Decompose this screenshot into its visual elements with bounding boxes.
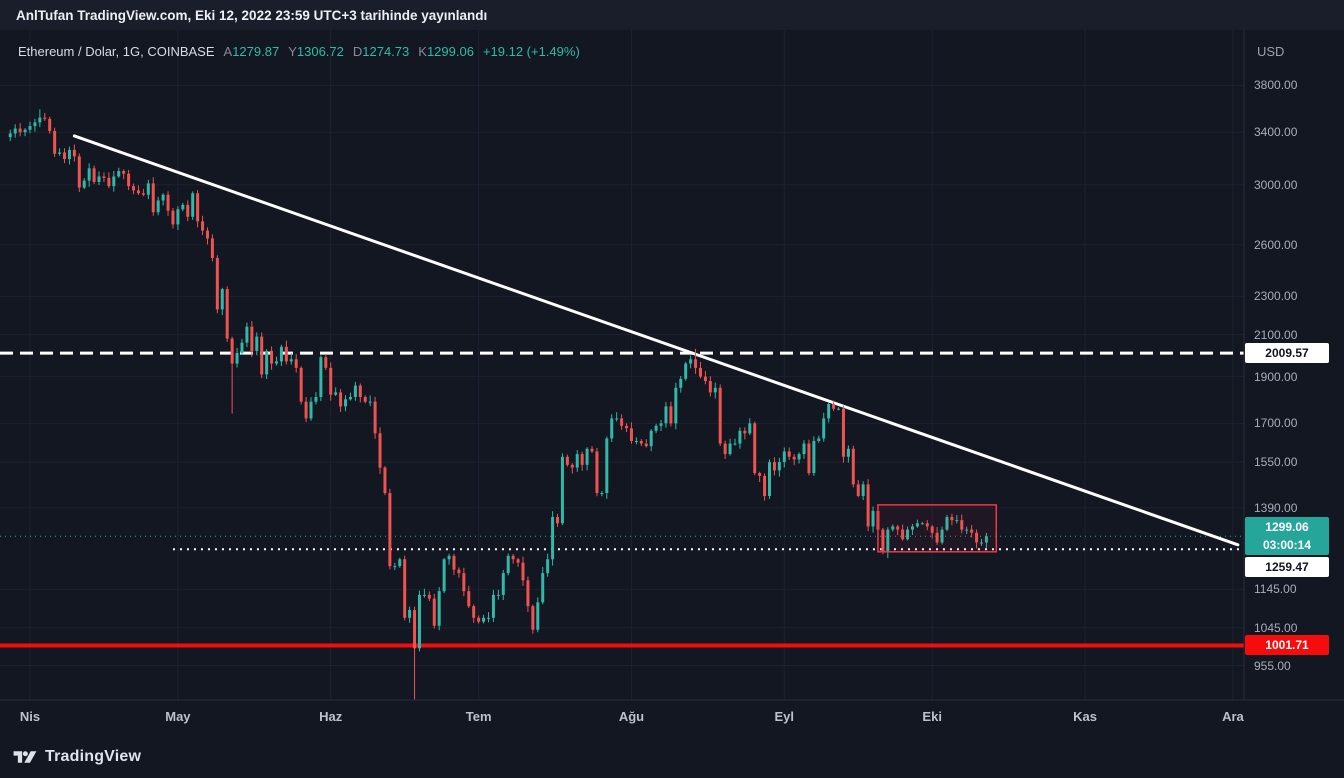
candles bbox=[8, 109, 988, 700]
price-tick-label: 2100.00 bbox=[1254, 327, 1298, 342]
recent-low-badge: 1259.47 bbox=[1245, 557, 1329, 578]
time-axis-month-label: Haz bbox=[319, 709, 343, 724]
support-price-badge: 1001.71 bbox=[1245, 635, 1329, 656]
symbol-title: Ethereum / Dolar, 1G, COINBASE bbox=[18, 44, 215, 59]
axis-currency-label: USD bbox=[1257, 44, 1285, 59]
tradingview-logo-icon bbox=[12, 747, 38, 767]
high-value: 1306.72 bbox=[296, 44, 344, 59]
time-axis[interactable]: Nis May Haz Tem Ağu Eyl Eki Kas Ara bbox=[0, 700, 1344, 738]
price-tick-label: 1550.00 bbox=[1254, 455, 1298, 470]
price-tick-label: 2300.00 bbox=[1254, 289, 1298, 304]
time-axis-month-label: Eki bbox=[922, 709, 942, 724]
low-value: 1274.73 bbox=[362, 44, 410, 59]
price-tick-label: 1700.00 bbox=[1254, 416, 1298, 431]
price-tick-label: 2600.00 bbox=[1254, 237, 1298, 252]
descending-trendline[interactable] bbox=[72, 134, 1240, 547]
publish-banner: AnlTufan TradingView.com, Eki 12, 2022 2… bbox=[0, 0, 1344, 30]
low-label: D bbox=[352, 44, 363, 59]
time-axis-month-label: Ağu bbox=[618, 709, 645, 724]
time-axis-month-label: Eyl bbox=[774, 709, 795, 724]
symbol-legend[interactable]: Ethereum / Dolar, 1G, COINBASE A 1279.87 … bbox=[18, 44, 580, 59]
open-label: A bbox=[223, 44, 233, 59]
close-value: 1299.06 bbox=[426, 44, 474, 59]
price-tick-label: 3800.00 bbox=[1254, 78, 1298, 93]
price-tick-label: 1145.00 bbox=[1254, 582, 1297, 597]
high-label: Y bbox=[288, 44, 297, 59]
tradingview-logo-text: TradingView bbox=[45, 748, 142, 765]
time-axis-month-label: Nis bbox=[19, 709, 41, 724]
price-tick-label: 955.00 bbox=[1254, 658, 1291, 673]
tradingview-logo[interactable]: TradingView bbox=[12, 742, 141, 772]
highlight-box[interactable] bbox=[877, 504, 998, 553]
price-tick-label: 1045.00 bbox=[1254, 620, 1298, 635]
change-value: +19.12 (+1.49%) bbox=[482, 44, 580, 59]
time-axis-month-label: Kas bbox=[1073, 709, 1097, 724]
last-price-countdown-badge: 1299.06 03:00:14 bbox=[1245, 517, 1329, 556]
price-tick-label: 3000.00 bbox=[1254, 177, 1298, 192]
time-axis-month-label: Tem bbox=[465, 709, 492, 724]
price-tick-label: 1900.00 bbox=[1254, 369, 1298, 384]
close-label: K bbox=[418, 44, 427, 59]
time-axis-month-label: Ara bbox=[1222, 709, 1244, 724]
resistance-price-badge: 2009.57 bbox=[1245, 343, 1329, 364]
price-tick-label: 3400.00 bbox=[1254, 125, 1298, 140]
time-axis-month-label: May bbox=[165, 709, 191, 724]
open-value: 1279.87 bbox=[232, 44, 280, 59]
publish-banner-text: AnlTufan TradingView.com, Eki 12, 2022 2… bbox=[16, 7, 488, 23]
price-axis[interactable]: USD 3800.00 3400.00 3000.00 2600.00 2300.00 2… bbox=[1244, 0, 1344, 778]
price-tick-label: 1390.00 bbox=[1254, 500, 1298, 515]
